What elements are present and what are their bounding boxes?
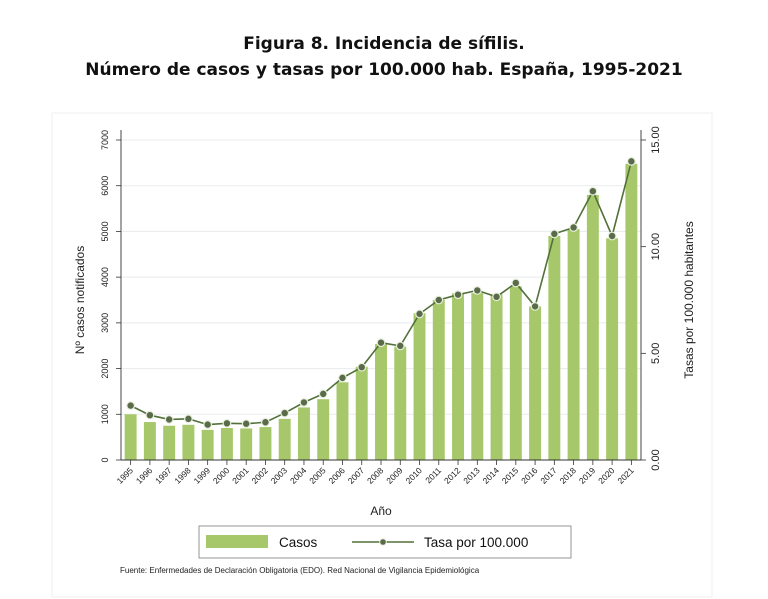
- y-tick-label: 2000: [100, 359, 110, 379]
- y-tick-label: 7000: [100, 130, 110, 150]
- bar-2004: [297, 407, 310, 460]
- rate-point-2003: [280, 408, 290, 418]
- rate-point-1996: [145, 410, 155, 420]
- legend-rate-marker: [379, 538, 387, 546]
- rate-point-2004: [299, 398, 309, 407]
- legend-casos-swatch: [206, 535, 268, 548]
- y2-tick-label: 10.00: [650, 233, 662, 261]
- bar-2008: [375, 343, 387, 460]
- rate-line-group: [126, 156, 636, 429]
- rate-point-2009: [395, 341, 405, 351]
- rate-point-2010: [415, 309, 424, 319]
- bar-2013: [471, 293, 484, 460]
- bar-2007: [355, 366, 368, 460]
- rate-point-2000: [222, 418, 232, 428]
- rate-point-2014: [492, 292, 501, 302]
- bar-2009: [394, 346, 407, 460]
- rate-point-2015: [511, 278, 521, 288]
- rate-point-2018: [569, 223, 578, 232]
- bar-2010: [413, 313, 426, 460]
- bar-2006: [336, 382, 349, 460]
- bar-2014: [490, 294, 503, 460]
- rate-point-1999: [203, 420, 213, 429]
- rate-point-2005: [318, 389, 328, 399]
- legend-rate-label: Tasa por 100.000: [424, 535, 528, 550]
- rate-point-2021: [626, 156, 636, 166]
- bar-2017: [548, 236, 561, 460]
- rate-point-2011: [434, 295, 444, 305]
- rate-point-2016: [530, 302, 540, 311]
- bar-2003: [278, 418, 291, 460]
- y2-tick-label: 5.00: [650, 343, 662, 364]
- y-tick-label: 6000: [100, 176, 110, 196]
- y-tick-label: 5000: [100, 221, 110, 241]
- source-note: Fuente: Enfermedades de Declaración Obli…: [120, 566, 480, 575]
- bar-2000: [220, 428, 233, 460]
- bar-1998: [182, 424, 195, 460]
- x-axis-title: Año: [370, 504, 392, 518]
- legend-casos-label: Casos: [279, 535, 318, 550]
- bar-1999: [201, 429, 214, 460]
- bar-2002: [259, 427, 272, 460]
- rate-point-2002: [261, 417, 270, 427]
- bar-2020: [606, 238, 619, 460]
- bar-2005: [317, 399, 330, 460]
- bar-2021: [625, 163, 638, 460]
- y-tick-label: 3000: [100, 313, 110, 333]
- y2-tick-label: 0.00: [650, 449, 662, 470]
- figure-title-line1: Figura 8. Incidencia de sífilis.: [243, 34, 525, 54]
- y-axis-title: Nº casos notificados: [73, 246, 87, 354]
- bar-1995: [124, 414, 137, 460]
- rate-point-2008: [376, 338, 386, 348]
- rate-point-2019: [588, 186, 598, 196]
- rate-point-2020: [607, 231, 617, 241]
- rate-point-2017: [549, 229, 559, 239]
- bar-2019: [586, 194, 599, 460]
- bar-2011: [432, 300, 445, 460]
- y-tick-label: 1000: [100, 404, 110, 424]
- rate-point-2007: [357, 362, 367, 372]
- y2-axis-title: Tasas por 100.000 habitantes: [682, 221, 696, 378]
- figure-title-line2: Número de casos y tasas por 100.000 hab.…: [85, 60, 683, 80]
- y-tick-label: 0: [100, 457, 110, 462]
- bar-2001: [240, 428, 253, 460]
- bars-group: [124, 163, 638, 460]
- bar-2012: [452, 293, 465, 460]
- rate-point-1997: [164, 415, 174, 424]
- bar-1997: [163, 425, 176, 460]
- rate-point-2001: [241, 419, 251, 429]
- rate-point-1995: [126, 401, 136, 411]
- y2-tick-label: 15.00: [650, 126, 662, 154]
- rate-point-1998: [184, 414, 193, 424]
- bar-2016: [529, 306, 542, 460]
- bar-1996: [143, 422, 156, 460]
- bar-2018: [567, 229, 580, 460]
- rate-point-2012: [453, 290, 463, 300]
- rate-point-2013: [472, 286, 482, 295]
- bar-2015: [509, 286, 522, 460]
- legend: Casos Tasa por 100.000: [198, 525, 572, 559]
- rate-point-2006: [338, 373, 347, 383]
- y-tick-label: 4000: [100, 267, 110, 287]
